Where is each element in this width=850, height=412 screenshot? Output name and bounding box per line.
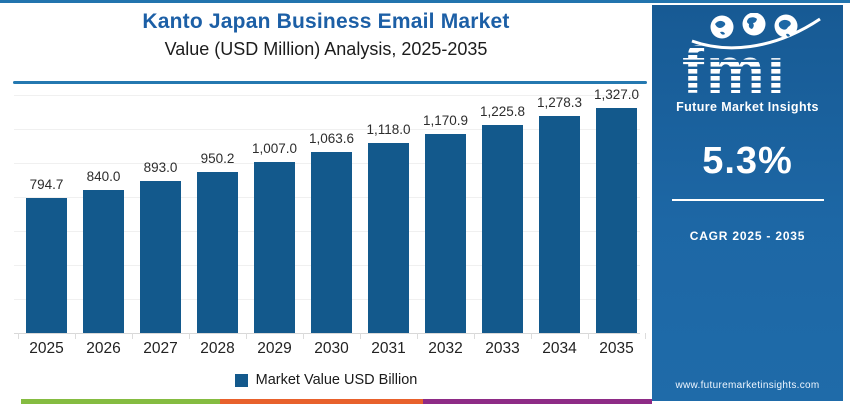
- x-axis-tick: [531, 333, 532, 339]
- plot-area: 794.7 840.0 893.0 950.2 1,007.0 1,063.6 1,118.…: [14, 84, 646, 339]
- page-title: Kanto Japan Business Email Market: [142, 10, 510, 33]
- fmi-logo-icon: fmı: [682, 12, 821, 107]
- x-tick-label: 2030: [314, 340, 349, 357]
- x-axis-tick: [474, 333, 475, 339]
- bar-group: 1,327.0: [593, 84, 640, 333]
- bar-value-label: 1,118.0: [366, 122, 411, 138]
- logo-swoosh-icon: [690, 17, 821, 50]
- bar-group: 1,063.6: [308, 84, 355, 333]
- logo-fmi-text: fmı: [682, 33, 787, 99]
- x-axis-tick: [645, 333, 646, 339]
- gridline: [14, 129, 640, 131]
- x-axis-line: [14, 333, 640, 334]
- bar-value-label: 1,225.8: [479, 103, 526, 119]
- bar: [197, 171, 238, 333]
- x-axis-tick: [360, 333, 361, 339]
- footer-stripe-orange: [220, 399, 423, 404]
- x-axis-tick: [417, 333, 418, 339]
- x-tick-label: 2031: [371, 340, 406, 357]
- bar-group: 1,225.8: [479, 84, 526, 333]
- brand-sidebar: fmı Future Market Insights 5.3% CAGR 202…: [652, 5, 843, 401]
- bar: [83, 190, 124, 333]
- bar: [596, 107, 637, 333]
- page-subtitle: Value (USD Million) Analysis, 2025-2035: [164, 39, 488, 59]
- logo-globe-icons: [710, 12, 797, 39]
- cagr-value: 5.3%: [702, 140, 793, 182]
- bar-value-label: 893.0: [143, 160, 178, 176]
- footer-stripe-purple: [423, 399, 652, 404]
- cagr-divider: [671, 199, 824, 201]
- x-axis-labels: 2025 2026 2027 2028 2029 2030 2031 2032 2033 2034…: [14, 340, 640, 362]
- x-tick-label: 2035: [599, 340, 634, 357]
- x-tick-label: 2027: [143, 340, 178, 357]
- bar-group: 893.0: [140, 84, 181, 333]
- x-tick-label: 2032: [428, 340, 463, 357]
- bar-value-label: 950.2: [200, 150, 235, 166]
- bar-group: 1,007.0: [251, 84, 298, 333]
- x-tick-label: 2029: [257, 340, 292, 357]
- website-url: www.futuremarketinsights.com: [675, 380, 820, 391]
- bar-group: 1,278.3: [536, 84, 583, 333]
- x-tick-label: 2026: [86, 340, 121, 357]
- bar-value-label: 1,278.3: [536, 95, 583, 111]
- logo-wordmark: Future Market Insights: [676, 100, 819, 114]
- x-axis-tick: [246, 333, 247, 339]
- bar-group: 1,170.9: [422, 84, 469, 333]
- cagr-label: CAGR 2025 - 2035: [689, 229, 806, 243]
- x-axis-tick: [132, 333, 133, 339]
- bar-group: 794.7: [26, 84, 67, 333]
- gridline: [14, 95, 640, 97]
- footer-stripe: [21, 399, 652, 404]
- bar: [482, 124, 523, 333]
- bar: [26, 198, 67, 333]
- x-tick-label: 2028: [200, 340, 235, 357]
- bar: [539, 116, 580, 333]
- bar-value-label: 794.7: [29, 177, 64, 193]
- title-divider: [13, 81, 647, 84]
- bar: [368, 143, 409, 333]
- legend-swatch-icon: [234, 373, 248, 387]
- bar-value-label: 1,007.0: [251, 141, 298, 157]
- x-axis-tick: [588, 333, 589, 339]
- x-tick-label: 2033: [485, 340, 520, 357]
- bar: [140, 181, 181, 333]
- legend-label: Market Value USD Billion: [255, 372, 418, 388]
- x-axis-tick: [189, 333, 190, 339]
- x-axis-tick: [303, 333, 304, 339]
- x-tick-label: 2034: [542, 340, 577, 357]
- bar-group: 950.2: [197, 84, 238, 333]
- bar-value-label: 1,170.9: [422, 113, 469, 129]
- x-axis-tick: [75, 333, 76, 339]
- bar: [311, 152, 352, 333]
- bar-group: 840.0: [83, 84, 124, 333]
- top-border-line: [0, 0, 850, 3]
- bar-value-label: 1,063.6: [308, 131, 355, 147]
- bar-group: 1,118.0: [366, 84, 411, 333]
- bar: [425, 134, 466, 333]
- chart-legend: Market Value USD Billion: [0, 372, 652, 388]
- bar-value-label: 840.0: [86, 169, 121, 185]
- bar: [254, 162, 295, 333]
- fmi-logo: fmı Future Market Insights: [670, 12, 826, 114]
- x-tick-label: 2025: [29, 340, 64, 357]
- bar-value-label: 1,327.0: [593, 86, 640, 102]
- footer-stripe-green: [21, 399, 220, 404]
- chart-panel: Kanto Japan Business Email Market Value …: [0, 10, 652, 388]
- x-axis-tick: [18, 333, 19, 339]
